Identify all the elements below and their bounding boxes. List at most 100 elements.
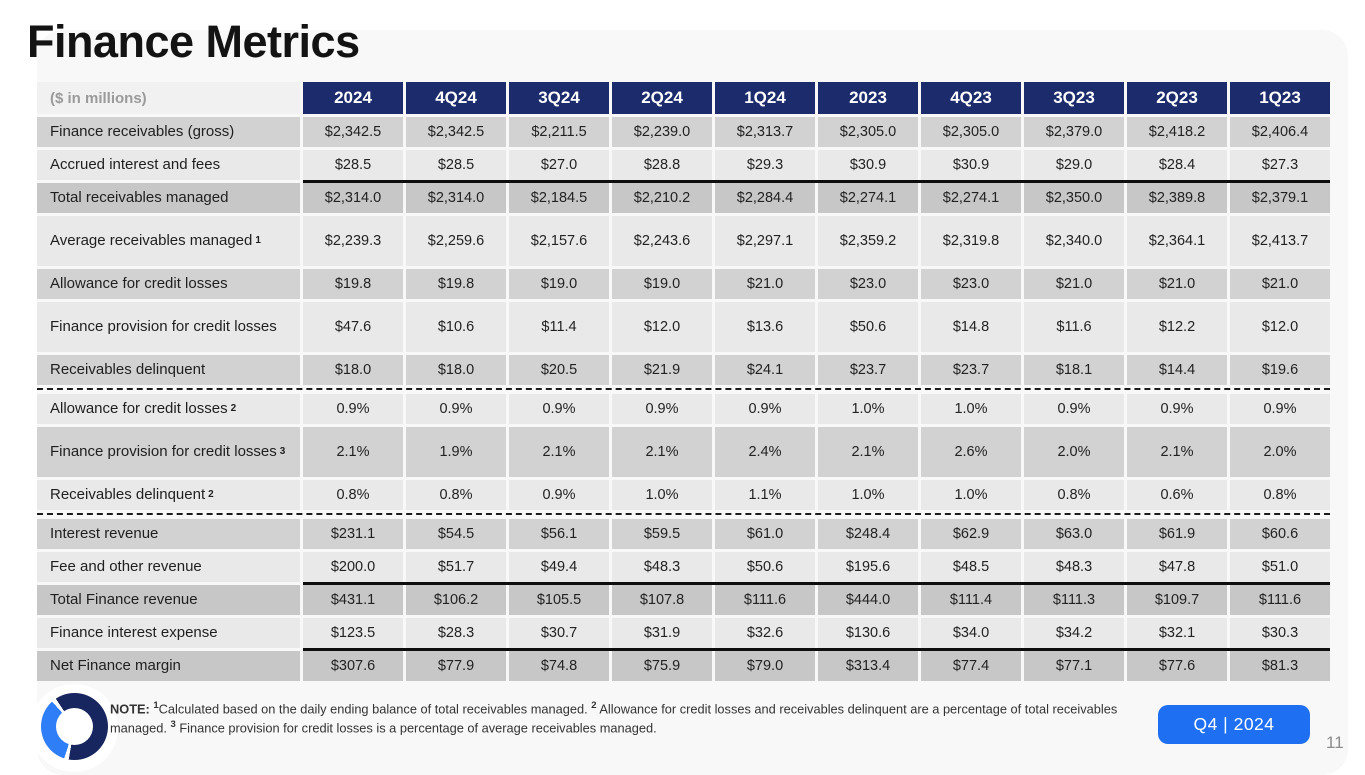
table-cell: 0.8% <box>303 480 403 510</box>
table-cell: 2.0% <box>1230 427 1330 477</box>
table-cell: $2,342.5 <box>406 117 506 147</box>
table-cell: $12.0 <box>612 302 712 352</box>
row-label: Allowance for credit losses 2 <box>37 394 300 424</box>
table-cell: $30.7 <box>509 618 609 648</box>
footnote-part-3: Finance provision for credit losses is a… <box>175 720 657 736</box>
table-cell: $28.4 <box>1127 150 1227 180</box>
table-cell: $2,319.8 <box>921 216 1021 266</box>
table-cell: $34.0 <box>921 618 1021 648</box>
column-header-4q23: 4Q23 <box>921 82 1021 114</box>
table-cell: $59.5 <box>612 519 712 549</box>
table-cell: $49.4 <box>509 552 609 582</box>
table-cell: $12.0 <box>1230 302 1330 352</box>
row-label-text: Finance provision for credit losses <box>50 318 277 336</box>
row-label-text: Receivables delinquent <box>50 486 206 504</box>
table-cell: $2,274.1 <box>921 183 1021 213</box>
table-cell: $81.3 <box>1230 651 1330 681</box>
table-cell: 0.9% <box>509 394 609 424</box>
table-cell: $2,418.2 <box>1127 117 1227 147</box>
table-cell: $2,239.3 <box>303 216 403 266</box>
table-cell: $28.3 <box>406 618 506 648</box>
table-row: Total Finance revenue $431.1 $106.2 $105.5 $… <box>37 582 1330 615</box>
table-cell: 1.0% <box>921 480 1021 510</box>
table-cell: 0.9% <box>509 480 609 510</box>
table-cell: $431.1 <box>303 585 403 615</box>
table-cell: 0.9% <box>715 394 815 424</box>
table-cell: $130.6 <box>818 618 918 648</box>
table-row: Finance provision for credit losses 3 2.1%… <box>37 427 1330 477</box>
table-cell: 0.8% <box>1230 480 1330 510</box>
table-row: Total receivables managed $2,314.0 $2,314.… <box>37 180 1330 213</box>
table-cell: $23.7 <box>818 355 918 385</box>
table-cell: $21.0 <box>1024 269 1124 299</box>
table-cell: $61.9 <box>1127 519 1227 549</box>
footnote-part-2: Allowance for credit losses and receivab… <box>110 701 1118 736</box>
table-cell: $2,413.7 <box>1230 216 1330 266</box>
row-label: Receivables delinquent 2 <box>37 480 300 510</box>
table-cell: $2,340.0 <box>1024 216 1124 266</box>
table-cell: 2.4% <box>715 427 815 477</box>
row-label-text: Average receivables managed <box>50 232 253 250</box>
row-label: Allowance for credit losses <box>37 269 300 299</box>
table-cell: 0.8% <box>1024 480 1124 510</box>
table-cell: $2,314.0 <box>406 183 506 213</box>
table-cell: 2.1% <box>612 427 712 477</box>
row-label-text: Finance interest expense <box>50 624 218 642</box>
table-cell: $18.0 <box>303 355 403 385</box>
table-cell: $77.1 <box>1024 651 1124 681</box>
table-cell: $31.9 <box>612 618 712 648</box>
footnote: NOTE: 1Calculated based on the daily end… <box>110 699 1135 737</box>
table-cell: $105.5 <box>509 585 609 615</box>
row-label-text: Receivables delinquent <box>50 361 206 379</box>
table-cell: 1.1% <box>715 480 815 510</box>
table-cell: 2.0% <box>1024 427 1124 477</box>
table-cell: $195.6 <box>818 552 918 582</box>
table-cell: $313.4 <box>818 651 918 681</box>
row-label-text: Total Finance revenue <box>50 591 198 609</box>
table-row: Receivables delinquent 2 0.8% 0.8% 0.9% 1.0% 1… <box>37 480 1330 510</box>
column-header-3q24: 3Q24 <box>509 82 609 114</box>
table-cell: $50.6 <box>715 552 815 582</box>
table-cell: $47.8 <box>1127 552 1227 582</box>
table-cell: $111.4 <box>921 585 1021 615</box>
table-cell: 2.1% <box>509 427 609 477</box>
table-cell: $2,379.1 <box>1230 183 1330 213</box>
table-cell: $12.2 <box>1127 302 1227 352</box>
table-corner-label: ($ in millions) <box>37 82 300 114</box>
table-cell: $21.9 <box>612 355 712 385</box>
table-cell: $19.8 <box>406 269 506 299</box>
table-cell: 1.0% <box>612 480 712 510</box>
table-cell: $75.9 <box>612 651 712 681</box>
table-cell: 1.9% <box>406 427 506 477</box>
column-header-2q24: 2Q24 <box>612 82 712 114</box>
table-cell: $32.1 <box>1127 618 1227 648</box>
table-cell: $28.5 <box>406 150 506 180</box>
row-label-text: Total receivables managed <box>50 189 229 207</box>
page-number: 11 <box>1326 733 1344 752</box>
table-cell: $2,210.2 <box>612 183 712 213</box>
row-label: Fee and other revenue <box>37 552 300 582</box>
row-label-text: Allowance for credit losses <box>50 400 228 418</box>
table-cell: $21.0 <box>1230 269 1330 299</box>
table-cell: $2,305.0 <box>921 117 1021 147</box>
table-cell: 2.1% <box>303 427 403 477</box>
column-header-3q23: 3Q23 <box>1024 82 1124 114</box>
row-label: Average receivables managed 1 <box>37 216 300 266</box>
table-cell: $111.6 <box>715 585 815 615</box>
table-cell: $51.0 <box>1230 552 1330 582</box>
footnote-sup-1: 1 <box>153 700 159 711</box>
table-cell: $63.0 <box>1024 519 1124 549</box>
table-cell: $19.0 <box>509 269 609 299</box>
table-cell: $18.0 <box>406 355 506 385</box>
table-cell: $2,313.7 <box>715 117 815 147</box>
table-cell: $30.3 <box>1230 618 1330 648</box>
table-cell: $2,314.0 <box>303 183 403 213</box>
table-cell: $48.3 <box>612 552 712 582</box>
table-cell: $111.6 <box>1230 585 1330 615</box>
table-cell: $27.0 <box>509 150 609 180</box>
table-cell: $61.0 <box>715 519 815 549</box>
row-label-text: Allowance for credit losses <box>50 275 228 293</box>
table-cell: $23.0 <box>818 269 918 299</box>
table-cell: $231.1 <box>303 519 403 549</box>
row-label: Receivables delinquent <box>37 355 300 385</box>
